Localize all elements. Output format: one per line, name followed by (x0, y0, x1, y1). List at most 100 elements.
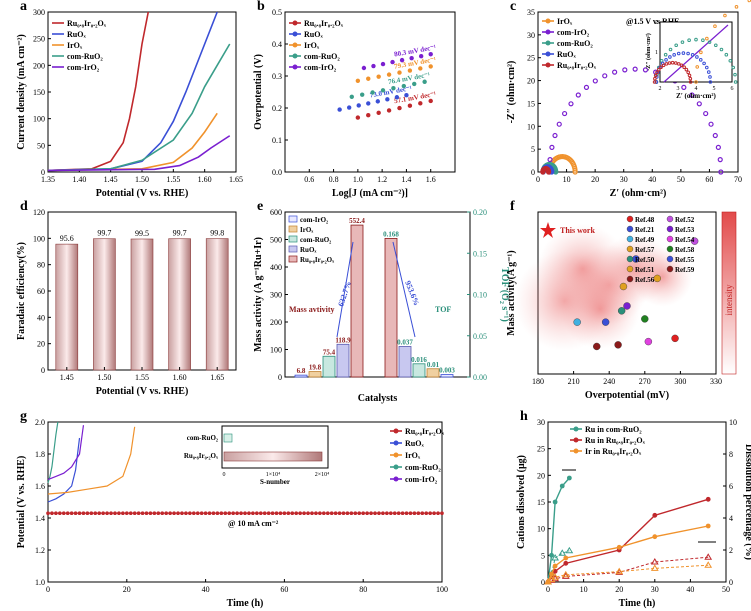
legend-label: com-IrO₂ (300, 216, 328, 224)
nyquist-point (562, 110, 568, 117)
data-point (404, 511, 409, 515)
x-tick-label: 1.4 (401, 175, 411, 184)
mass-activity-value: 6.8 (297, 367, 306, 375)
bar (55, 243, 79, 371)
legend-marker (573, 437, 579, 443)
panel-a: a 1.35 1.40 1.45 1.50 1.55 1.60 1.65 0 50 100 150 20… (16, 0, 243, 199)
data-point (418, 101, 423, 106)
legend-marker (626, 225, 634, 233)
bar (205, 238, 229, 371)
data-point (552, 499, 558, 505)
data-point (188, 511, 192, 515)
inset-point (731, 65, 736, 70)
legend-label: Ref.50 (635, 256, 655, 264)
y-tick-label: 0 (278, 373, 282, 382)
legend-label: com-RuO₂ (304, 52, 340, 61)
x-axis-label: Z′ (ohm·cm²) (610, 188, 667, 199)
series-line-com-IrO₂ (47, 135, 231, 172)
y-tick-label: 15 (537, 498, 545, 507)
legend-marker (292, 31, 298, 37)
mass-activity-bar (308, 371, 322, 378)
data-point (50, 511, 54, 515)
data-point (180, 511, 184, 515)
inset-point (681, 51, 686, 55)
y-tick-label: 100 (33, 234, 45, 243)
data-point (566, 475, 572, 481)
inset-point (733, 72, 737, 77)
inset-point (667, 61, 672, 65)
nyquist-point (632, 66, 638, 72)
data-point (559, 483, 565, 489)
data-point (428, 64, 433, 69)
y-tick-label: 250 (33, 35, 45, 44)
data-point (152, 511, 157, 515)
data-point (376, 110, 381, 116)
legend-marker (626, 265, 634, 273)
panel-letter: a (20, 0, 27, 14)
y-tick-label: 1.8 (35, 450, 45, 459)
legend-marker (393, 452, 399, 458)
panel-letter: c (510, 0, 516, 14)
inset-point (668, 55, 672, 59)
data-point (69, 511, 74, 515)
series-line-IrOₓ (47, 112, 218, 172)
reference-point (617, 307, 626, 315)
x-tick-label: 10 (563, 175, 571, 184)
inset-point (687, 73, 692, 78)
data-point (211, 511, 216, 515)
legend-label: Ru in com-RuO₂ (585, 425, 642, 434)
legend-label: RuOₓ (405, 439, 424, 448)
increase-arrow (336, 241, 354, 338)
y2-tick-label: 0.00 (473, 373, 487, 382)
bar (168, 238, 191, 371)
legend-marker (666, 255, 674, 263)
y-tick-label: 1.0 (35, 578, 45, 587)
legend-label: Ru₀.₈Ir₀.₂Oₓ (557, 61, 597, 70)
x-tick-label: 1.45 (60, 373, 74, 382)
y-tick-label: 30 (527, 31, 535, 40)
data-point (191, 511, 196, 515)
data-point (219, 511, 224, 515)
y-axis-label: Current density (mA cm⁻²) (16, 34, 27, 150)
inset-point (713, 24, 717, 29)
x-tick-label: 50 (677, 175, 685, 184)
data-point (349, 511, 354, 515)
increase-arrow (392, 241, 416, 338)
data-point (418, 54, 424, 59)
x-tick-label: 0 (536, 175, 540, 184)
x-tick-label: 0.8 (329, 175, 339, 184)
dissolution-point (551, 554, 560, 561)
inset-point (657, 67, 661, 72)
legend-marker (666, 265, 674, 273)
inset-point (695, 65, 700, 69)
nyquist-point (612, 69, 618, 75)
reference-point (601, 318, 610, 326)
data-point (705, 496, 711, 502)
bar (130, 238, 154, 371)
y-tick-label: 100 (33, 115, 45, 124)
inset-curve (663, 24, 729, 83)
data-point (369, 511, 373, 515)
panel-letter: d (20, 199, 28, 214)
y-tick-label: 50 (37, 141, 45, 150)
data-point (258, 511, 263, 515)
tof-bar (412, 363, 426, 378)
tof-value: 0.003 (439, 367, 455, 375)
x-tick-label: 270 (639, 377, 651, 386)
y-tick-label: 200 (33, 61, 45, 70)
data-point (377, 511, 381, 515)
data-point (366, 101, 371, 106)
legend-marker (666, 215, 674, 223)
data-point (705, 523, 711, 529)
y-axis-label: Faradaic efficiency(%) (16, 242, 27, 340)
data-point (386, 108, 392, 113)
data-point (549, 571, 554, 577)
nyquist-point (592, 78, 598, 84)
data-point (428, 511, 432, 515)
data-point (160, 511, 165, 515)
legend-label: Ref.57 (635, 246, 655, 254)
x-tick-label: 40 (202, 585, 210, 594)
legend-label: Ru₀.₈Ir₀.₂Oₓ (405, 427, 445, 436)
